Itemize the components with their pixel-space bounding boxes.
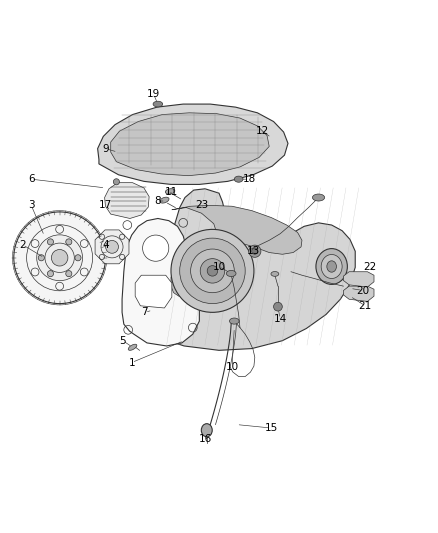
- Polygon shape: [122, 219, 199, 346]
- Ellipse shape: [327, 261, 336, 272]
- Text: 23: 23: [195, 200, 208, 211]
- Polygon shape: [343, 286, 374, 302]
- Circle shape: [143, 235, 169, 261]
- Text: 19: 19: [147, 89, 160, 99]
- Polygon shape: [171, 205, 302, 296]
- Text: 8: 8: [155, 196, 161, 206]
- Circle shape: [47, 239, 53, 245]
- Circle shape: [274, 302, 283, 311]
- Text: 15: 15: [265, 423, 278, 433]
- Ellipse shape: [234, 176, 243, 182]
- Ellipse shape: [321, 254, 342, 279]
- Text: 13: 13: [247, 246, 261, 256]
- Circle shape: [106, 240, 118, 253]
- Text: 5: 5: [120, 336, 126, 346]
- Ellipse shape: [312, 194, 325, 201]
- Ellipse shape: [226, 270, 236, 277]
- Circle shape: [252, 248, 258, 254]
- Circle shape: [191, 249, 234, 293]
- Text: 22: 22: [363, 262, 376, 271]
- Text: 2: 2: [19, 240, 26, 249]
- Circle shape: [207, 265, 218, 276]
- Text: 10: 10: [212, 262, 226, 271]
- Polygon shape: [98, 104, 288, 184]
- Text: 3: 3: [28, 200, 35, 211]
- Polygon shape: [105, 183, 149, 219]
- Text: 11: 11: [164, 187, 177, 197]
- Text: 6: 6: [28, 174, 35, 184]
- Text: 4: 4: [102, 240, 109, 249]
- Text: 10: 10: [226, 362, 239, 372]
- Ellipse shape: [166, 189, 175, 194]
- Text: 18: 18: [243, 174, 256, 184]
- Text: 1: 1: [128, 358, 135, 368]
- Circle shape: [51, 249, 68, 266]
- Text: 9: 9: [102, 143, 109, 154]
- Circle shape: [14, 212, 106, 304]
- Ellipse shape: [160, 197, 169, 203]
- Circle shape: [180, 238, 245, 304]
- Ellipse shape: [153, 101, 162, 107]
- Polygon shape: [111, 113, 269, 176]
- Text: 17: 17: [99, 200, 112, 211]
- Circle shape: [47, 271, 53, 277]
- Circle shape: [249, 245, 261, 257]
- Circle shape: [38, 255, 44, 261]
- Text: 12: 12: [256, 126, 269, 136]
- Circle shape: [66, 239, 72, 245]
- Polygon shape: [151, 189, 355, 350]
- Text: 16: 16: [199, 434, 212, 444]
- Circle shape: [113, 179, 120, 185]
- Ellipse shape: [201, 424, 212, 437]
- Polygon shape: [95, 230, 129, 264]
- Polygon shape: [135, 275, 172, 308]
- Ellipse shape: [128, 344, 137, 350]
- Polygon shape: [343, 272, 374, 287]
- Text: 14: 14: [273, 314, 287, 324]
- Circle shape: [66, 271, 72, 277]
- Circle shape: [171, 229, 254, 312]
- Circle shape: [200, 259, 225, 283]
- Ellipse shape: [316, 248, 347, 285]
- Ellipse shape: [271, 271, 279, 276]
- Circle shape: [37, 235, 82, 281]
- Text: 7: 7: [141, 308, 148, 317]
- Ellipse shape: [230, 318, 239, 324]
- Text: 21: 21: [359, 301, 372, 311]
- Circle shape: [75, 255, 81, 261]
- Text: 20: 20: [357, 286, 370, 295]
